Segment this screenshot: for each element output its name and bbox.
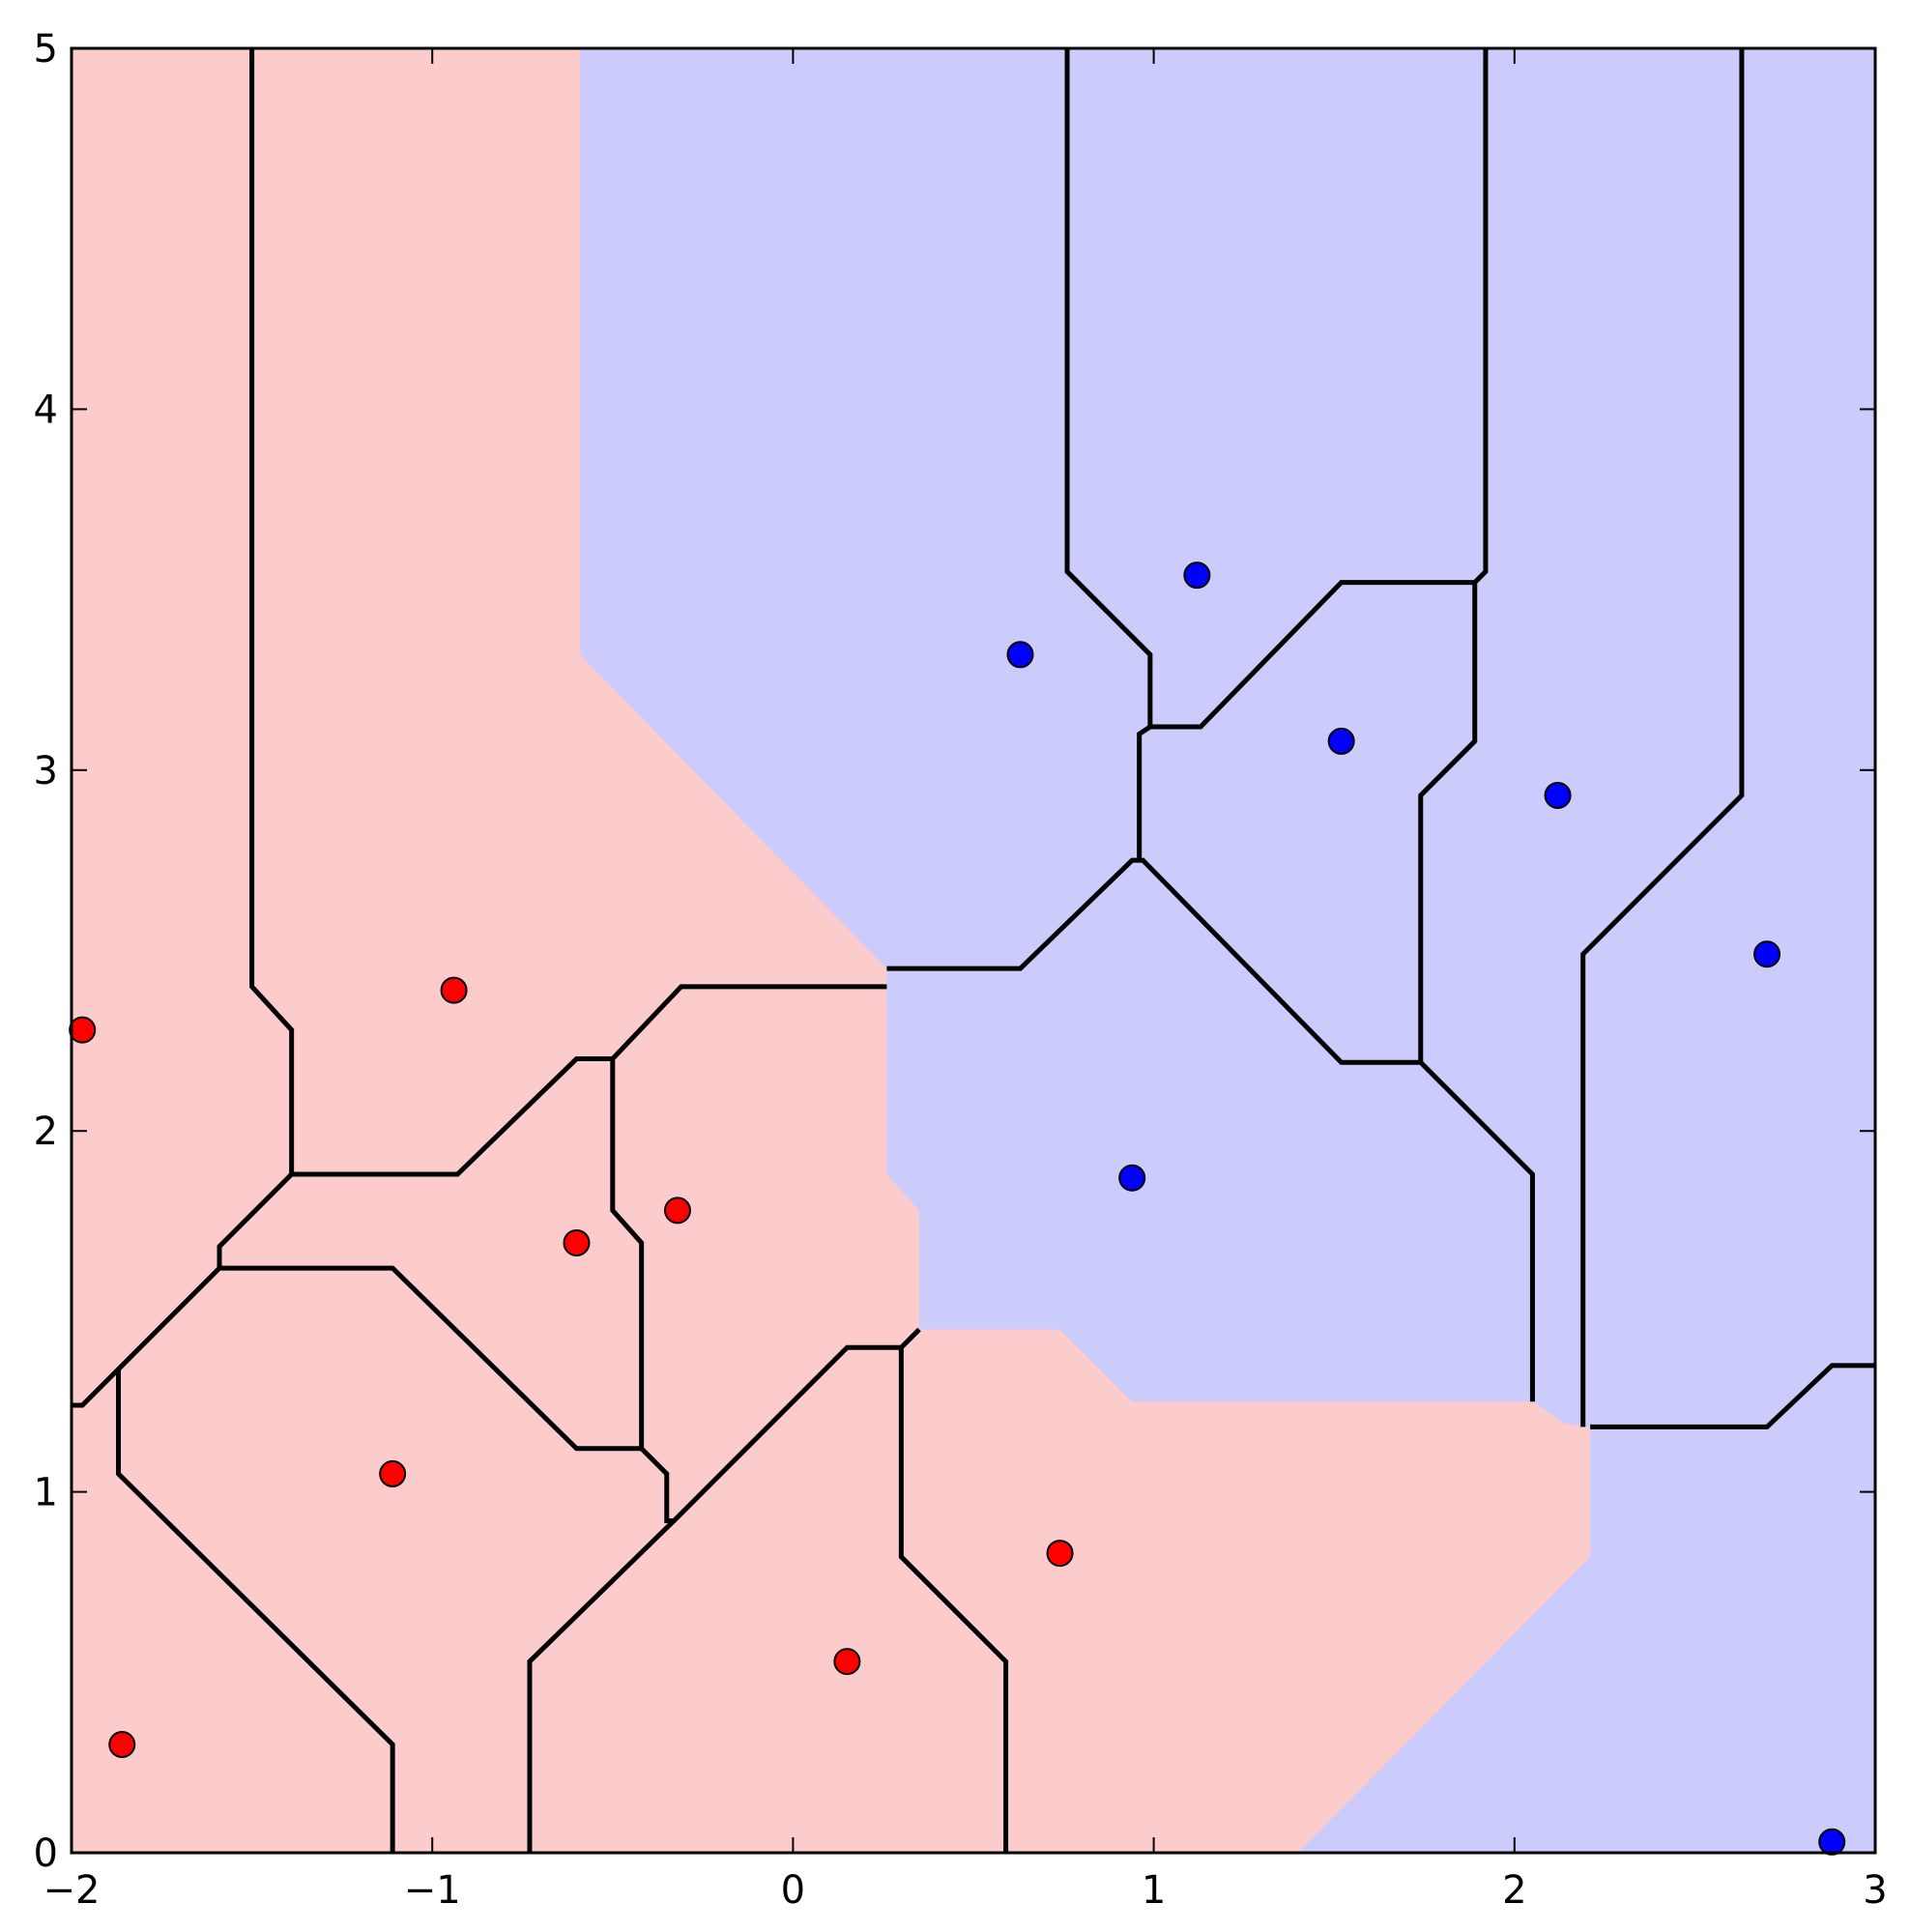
- red-point: [440, 976, 468, 1004]
- boundary-line: [1590, 1363, 1875, 1429]
- x-axis-ticks: −2 −1 0 1 2 3: [43, 48, 1888, 1913]
- boundary-line: [1064, 48, 1153, 727]
- y-tick-label: 5: [34, 27, 58, 72]
- x-tick-label: 1: [1142, 1868, 1166, 1913]
- y-tick-label: 0: [34, 1831, 58, 1876]
- red-point: [379, 1459, 407, 1487]
- boundary-line: [527, 1518, 676, 1853]
- blue-point: [1544, 781, 1572, 809]
- boundary-line: [219, 1265, 902, 1523]
- boundary-line: [249, 48, 887, 1177]
- x-tick-label: 0: [781, 1868, 805, 1913]
- y-tick-label: 1: [34, 1471, 58, 1515]
- blue-point: [1183, 562, 1211, 590]
- x-tick-label: 2: [1502, 1868, 1526, 1913]
- boundary-line: [886, 857, 1535, 1402]
- boundary-line: [72, 1172, 294, 1408]
- blue-point: [1118, 1164, 1146, 1192]
- red-point: [833, 1648, 861, 1676]
- red-point: [1046, 1540, 1074, 1568]
- red-point: [108, 1730, 136, 1758]
- red-point: [69, 1016, 97, 1044]
- boundary-line: [1418, 582, 1478, 1063]
- y-tick-label: 2: [34, 1110, 58, 1154]
- y-tick-label: 4: [34, 388, 58, 432]
- boundary-line: [116, 1369, 395, 1853]
- y-axis-ticks: 0 1 2 3 4 5: [34, 27, 1875, 1876]
- blue-point: [1753, 940, 1781, 968]
- x-tick-label: −1: [404, 1868, 461, 1913]
- blue-point: [1818, 1828, 1846, 1856]
- data-points: [69, 562, 1846, 1856]
- red-region: [72, 48, 1591, 1853]
- boundary-line: [1137, 48, 1489, 861]
- x-tick-label: −2: [43, 1868, 101, 1913]
- plot-area: [69, 48, 1875, 1856]
- plot-frame: [70, 46, 1877, 1855]
- red-point: [663, 1197, 691, 1225]
- boundary-line: [899, 1327, 921, 1350]
- blue-point: [1327, 727, 1355, 755]
- red-point: [563, 1228, 591, 1256]
- y-tick-label: 3: [34, 749, 58, 793]
- blue-point: [1006, 641, 1034, 669]
- x-tick-label: 3: [1863, 1868, 1887, 1913]
- boundary-line: [1580, 48, 1745, 1427]
- boundary-line: [898, 1347, 1009, 1853]
- boundary-line: [610, 1058, 645, 1449]
- cell-boundaries: [72, 48, 1875, 1853]
